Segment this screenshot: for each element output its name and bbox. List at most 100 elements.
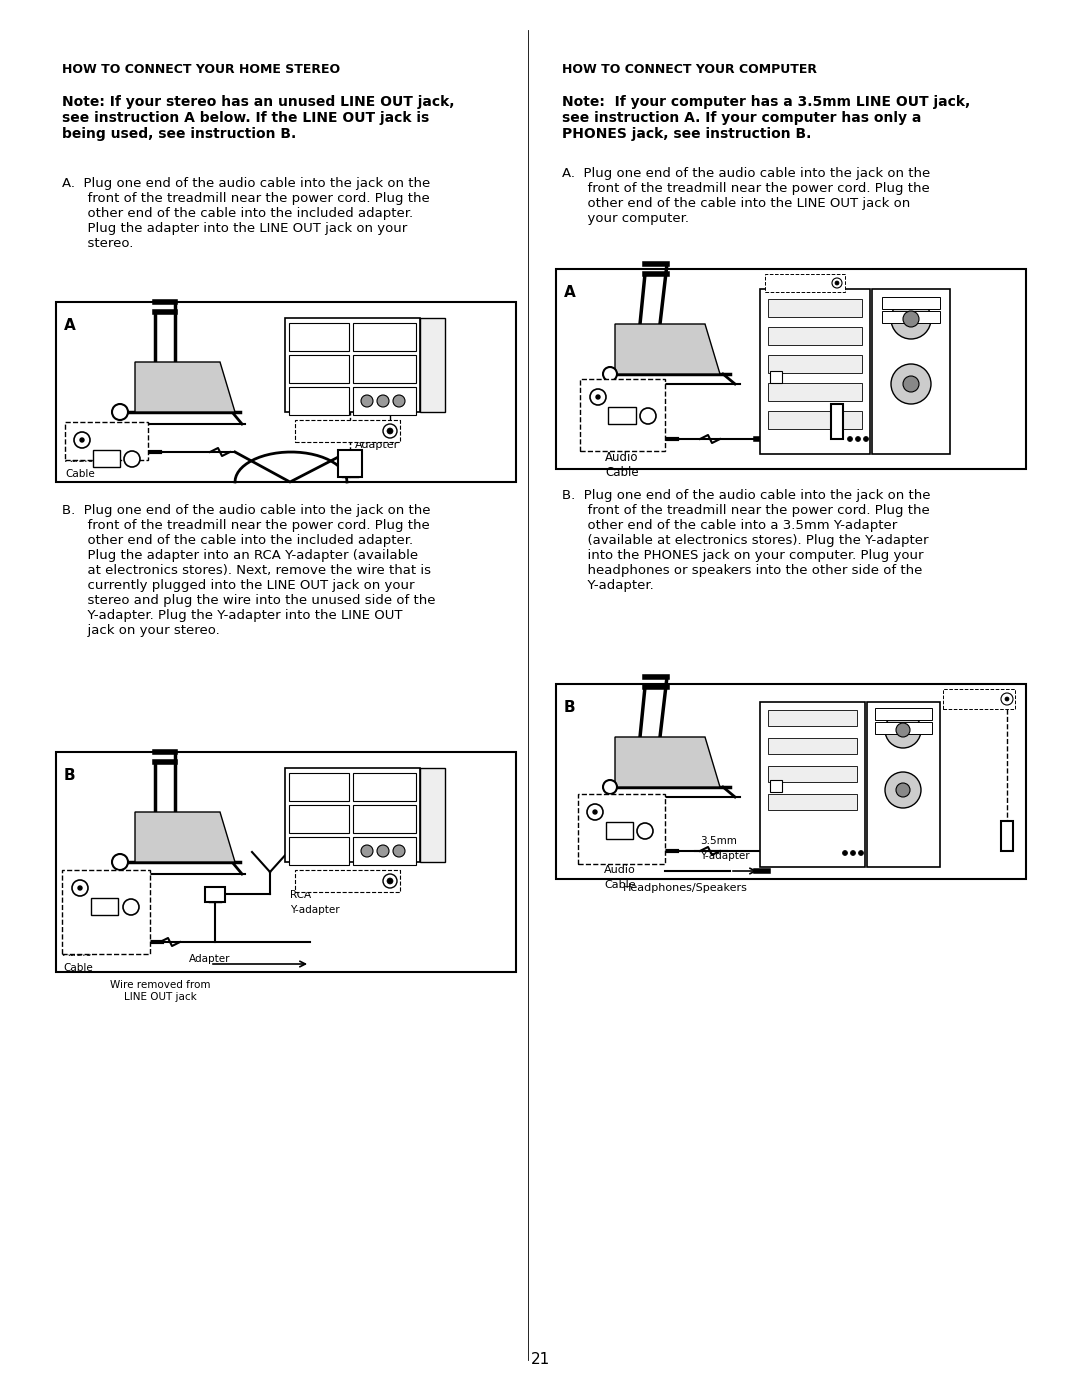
Text: A: A [64,319,76,332]
Text: Headphones/Speakers: Headphones/Speakers [622,883,747,893]
Text: A.  Plug one end of the audio cable into the jack on the
      front of the trea: A. Plug one end of the audio cable into … [62,177,430,250]
Circle shape [124,451,140,467]
Circle shape [588,805,603,820]
Bar [1001,821,1013,851]
Circle shape [383,875,397,888]
Text: Adapter: Adapter [355,440,400,450]
Circle shape [855,436,861,441]
Text: B.  Plug one end of the audio cable into the jack on the
      front of the trea: B. Plug one end of the audio cable into … [62,504,435,637]
Bar [289,323,349,351]
Text: LINE OUT: LINE OUT [768,282,804,292]
Bar [760,289,870,454]
Circle shape [393,845,405,856]
Circle shape [1005,697,1009,701]
Bar [882,312,940,323]
Bar [420,768,445,862]
Bar [56,752,516,972]
Circle shape [590,388,606,405]
Text: Adapter: Adapter [189,954,231,964]
Circle shape [851,851,855,855]
Bar [338,450,362,476]
Circle shape [896,782,910,798]
Bar [285,768,420,862]
Bar [285,319,420,412]
Bar [768,383,862,401]
Circle shape [842,851,848,855]
Circle shape [864,436,868,441]
Text: Amp: Amp [292,400,314,409]
Bar [760,703,865,868]
Bar [289,387,349,415]
Text: Amp: Amp [292,849,314,861]
Circle shape [361,395,373,407]
Circle shape [593,810,597,814]
Circle shape [603,367,617,381]
Circle shape [640,408,656,425]
Text: CD: CD [292,337,307,346]
Bar [363,812,391,827]
Circle shape [885,712,921,747]
Bar [943,689,1015,710]
Text: Wire removed from
LINE OUT jack: Wire removed from LINE OUT jack [110,981,211,1002]
Bar [289,837,349,865]
Circle shape [603,780,617,793]
Text: Cable: Cable [605,467,638,479]
Bar [420,319,445,412]
Bar [580,379,665,451]
Bar [770,372,782,383]
Text: Audio: Audio [604,865,636,875]
Bar [768,411,862,429]
Bar [353,773,416,800]
Bar [91,898,118,915]
Circle shape [835,281,839,285]
Bar [867,703,940,868]
Text: A.  Plug one end of the audio cable into the jack on the
      front of the trea: A. Plug one end of the audio cable into … [562,168,930,225]
Text: Cable: Cable [63,963,93,972]
Circle shape [361,845,373,856]
Bar [882,298,940,309]
Bar [556,270,1026,469]
Circle shape [80,439,84,441]
Text: Audio: Audio [65,454,95,464]
Circle shape [377,845,389,856]
Circle shape [78,886,82,890]
Circle shape [112,404,129,420]
Polygon shape [615,738,720,787]
Bar [768,710,858,726]
Bar [289,355,349,383]
Bar [578,793,665,863]
Circle shape [1001,693,1013,705]
Text: Cable: Cable [65,469,95,479]
Text: VCR: VCR [292,819,312,828]
Circle shape [387,427,393,434]
Bar [768,793,858,810]
Bar [353,837,416,865]
Bar [770,780,782,792]
Text: CD: CD [292,787,307,796]
Text: B: B [564,700,576,715]
Circle shape [832,278,842,288]
Text: A: A [564,285,576,300]
Bar [768,327,862,345]
Circle shape [896,724,910,738]
Circle shape [383,425,397,439]
Circle shape [903,376,919,393]
Circle shape [393,395,405,407]
Bar [62,870,150,954]
Circle shape [859,851,864,855]
Circle shape [75,432,90,448]
Bar [768,299,862,317]
Circle shape [377,395,389,407]
Bar [289,805,349,833]
Bar [65,422,148,460]
Circle shape [596,395,600,400]
Circle shape [123,900,139,915]
Bar [353,355,416,383]
Circle shape [891,365,931,404]
Bar [768,355,862,373]
Bar [831,404,843,439]
Circle shape [637,823,653,840]
Bar [875,722,932,733]
Text: 3.5mm: 3.5mm [700,835,737,847]
Text: PHONES: PHONES [946,698,981,707]
